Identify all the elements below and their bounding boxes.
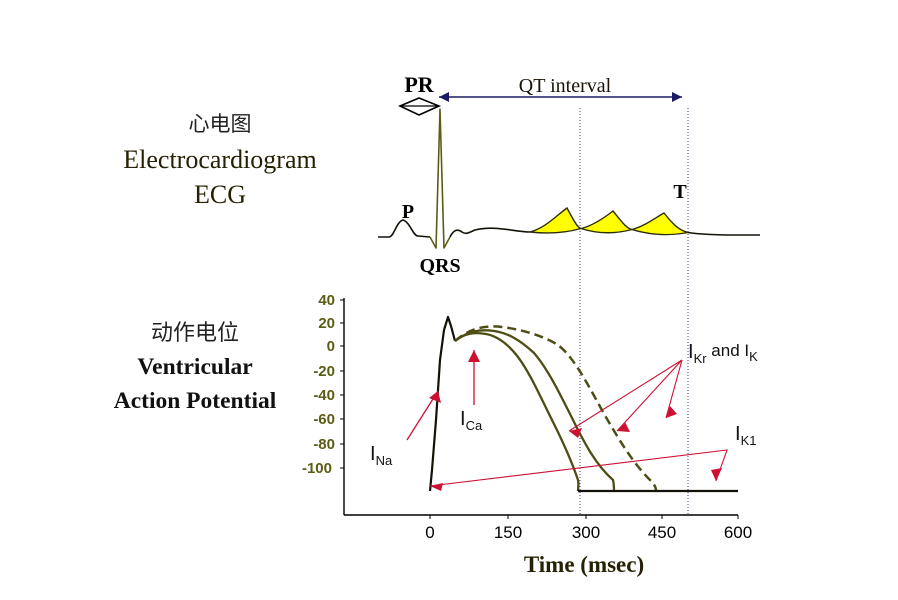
svg-text:INa: INa (370, 443, 393, 468)
svg-text:0: 0 (327, 338, 335, 355)
svg-text:T: T (673, 181, 687, 203)
svg-text:-100: -100 (302, 460, 332, 477)
svg-text:ICa: ICa (460, 408, 483, 433)
svg-text:150: 150 (494, 523, 522, 542)
svg-text:P: P (402, 201, 414, 223)
svg-text:Time (msec): Time (msec) (524, 552, 644, 577)
svg-text:-20: -20 (313, 363, 335, 380)
svg-text:-60: -60 (313, 411, 335, 428)
svg-text:QRS: QRS (419, 255, 460, 277)
svg-text:QT interval: QT interval (519, 75, 612, 97)
svg-text:40: 40 (318, 292, 335, 309)
svg-text:-80: -80 (313, 436, 335, 453)
svg-text:IKr and IK: IKr and IK (688, 341, 758, 366)
svg-text:0: 0 (425, 523, 434, 542)
svg-text:20: 20 (318, 315, 335, 332)
svg-text:600: 600 (724, 523, 752, 542)
svg-text:IK1: IK1 (735, 423, 756, 448)
svg-text:-40: -40 (313, 387, 335, 404)
svg-text:PR: PR (404, 72, 434, 97)
svg-text:300: 300 (572, 523, 600, 542)
svg-text:450: 450 (648, 523, 676, 542)
